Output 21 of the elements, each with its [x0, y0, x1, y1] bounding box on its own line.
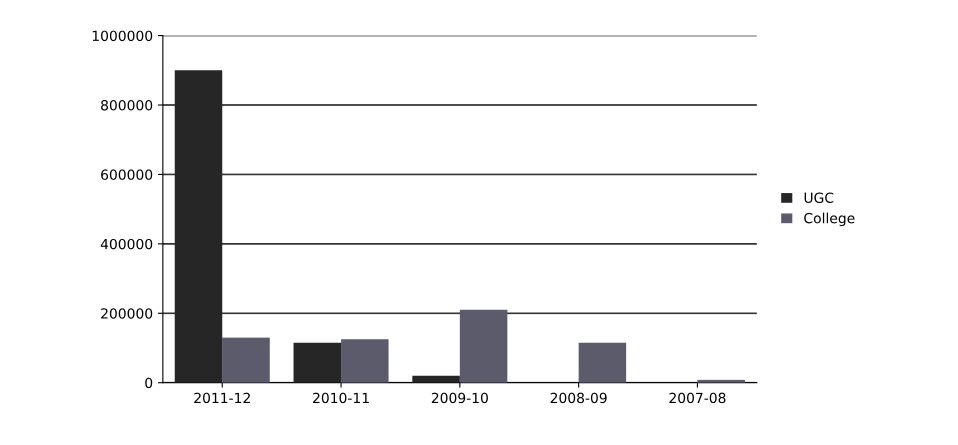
- x-tick-label: 2010-11: [313, 392, 369, 404]
- legend-label: UGC: [804, 192, 834, 203]
- bar: [174, 70, 222, 383]
- bar: [294, 342, 342, 383]
- bar: [460, 310, 508, 383]
- legend-label: College: [804, 212, 854, 226]
- bar: [697, 380, 745, 383]
- x-tick-label: 2007-08: [669, 392, 726, 404]
- x-tick-label: 2009-10: [432, 392, 488, 404]
- y-tick-label: 600000: [101, 169, 152, 180]
- bar: [222, 338, 270, 383]
- bar: [412, 376, 460, 383]
- y-tick-label: 0: [145, 378, 152, 388]
- y-tick-label: 400000: [100, 238, 152, 250]
- x-tick-label: 2008-09: [550, 392, 607, 404]
- y-tick-label: 1000000: [92, 30, 152, 42]
- y-tick-label: 200000: [101, 308, 152, 319]
- y-tick-label: 800000: [101, 100, 152, 110]
- bar: [341, 339, 389, 383]
- x-tick-label: 2011-12: [194, 392, 250, 404]
- bar: [578, 342, 626, 383]
